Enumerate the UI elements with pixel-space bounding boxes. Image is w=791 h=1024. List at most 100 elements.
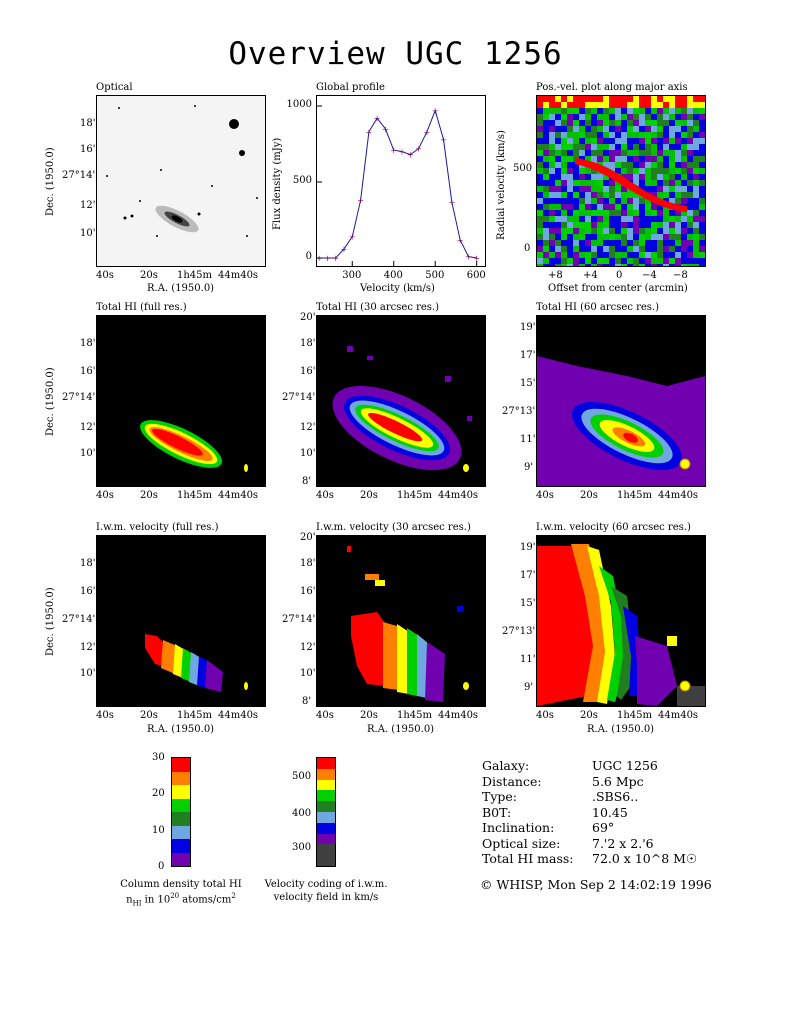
info-value: 72.0 x 10^8 M☉	[592, 851, 698, 866]
pv-x-tick: +4	[583, 270, 598, 281]
velocity-swatch	[317, 811, 335, 823]
pv-panel-title: Pos.-vel. plot along major axis	[536, 82, 688, 93]
pv-x-tick: +8	[548, 270, 563, 281]
info-label: B0T:	[482, 804, 512, 820]
vel-full-ra-tick: 40s	[96, 710, 114, 721]
pv-x-tick: −8	[673, 270, 688, 281]
hi-30-dec-tick: 8'	[302, 476, 312, 487]
profile-data-point: +	[324, 254, 331, 263]
vel-60-ra-tick: 40s	[536, 710, 554, 721]
hi-60-map-svg	[537, 316, 705, 486]
info-label: Distance:	[482, 773, 542, 789]
optical-ra-tick: 1h45m	[177, 270, 213, 281]
vel-30-ra-tick: 1h45m	[397, 710, 433, 721]
column-density-tick: 10	[152, 825, 165, 836]
pv-xlabel: Offset from center (arcmin)	[548, 283, 688, 294]
hi-60-dec-tick: 11'	[520, 434, 536, 445]
page-title: Overview UGC 1256	[228, 36, 563, 72]
hi-30-ra-tick: 40s	[316, 490, 334, 501]
vel-30-dec-tick: 10'	[300, 668, 316, 679]
hi-60-dec-tick: 9'	[524, 462, 534, 473]
pv-plot	[536, 95, 706, 267]
vel-30-map	[316, 535, 486, 707]
hi-60-ra-tick: 1h45m	[617, 490, 653, 501]
velocity-swatch	[317, 779, 335, 791]
profile-chart-svg: ++++++++++++++++++++	[317, 105, 480, 266]
column-density-swatch	[172, 825, 190, 839]
velocity-swatch	[317, 822, 335, 834]
hi-60-dec-tick: 19'	[520, 322, 536, 333]
hi-full-map	[96, 315, 266, 487]
column-density-caption-units: nHI in 1020 atoms/cm2	[126, 892, 236, 908]
vel-30-dec-tick: 12'	[300, 642, 316, 653]
pv-y-tick: 500	[513, 163, 533, 174]
vel-30-dec-tick: 16'	[300, 586, 316, 597]
hi-full-ra-tick: 1h45m	[177, 490, 213, 501]
vel-30-dec-tick: 20'	[300, 532, 316, 543]
profile-data-point: +	[374, 114, 381, 123]
vel-full-ylabel: Dec. (1950.0)	[45, 587, 56, 656]
profile-data-point: +	[440, 135, 447, 144]
hi-full-ylabel: Dec. (1950.0)	[45, 367, 56, 436]
hi-full-dec-tick: 16'	[80, 366, 96, 377]
vel-full-dec-tick: 16'	[80, 586, 96, 597]
vel-60-ra-tick: 20s	[580, 710, 598, 721]
hi-30-dec-tick: 10'	[300, 448, 316, 459]
vel-full-ra-tick: 20s	[140, 710, 158, 721]
optical-dec-tick: 18'	[80, 118, 96, 129]
info-label: Galaxy:	[482, 758, 530, 773]
hi-60-panel-title: Total HI (60 arcsec res.)	[536, 302, 660, 313]
profile-x-tick: 300	[342, 270, 362, 281]
optical-dec-tick: 10'	[80, 228, 96, 239]
profile-x-tick: 500	[425, 270, 445, 281]
hi-30-ra-tick: 44m40s	[438, 490, 479, 501]
vel-full-map	[96, 535, 266, 707]
vel-60-panel-title: I.w.m. velocity (60 arcsec res.)	[536, 522, 691, 533]
profile-x-tick: 600	[466, 270, 486, 281]
profile-xlabel: Velocity (km/s)	[360, 283, 435, 294]
velocity-tick: 300	[292, 842, 312, 853]
vel-full-map-svg	[145, 634, 248, 692]
column-density-swatch	[172, 771, 190, 785]
velocity-swatch	[317, 844, 335, 856]
pv-x-tick: −4	[642, 270, 657, 281]
vel-60-dec-tick: 27°13'	[502, 626, 536, 637]
vel-30-dec-tick: 8'	[302, 696, 312, 707]
hi-60-map	[536, 315, 706, 487]
velocity-swatch	[317, 801, 335, 812]
profile-y-tick: 0	[305, 251, 312, 262]
hi-60-ra-tick: 40s	[536, 490, 554, 501]
hi-full-dec-tick: 12'	[80, 422, 96, 433]
vel-full-dec-tick: 18'	[80, 558, 96, 569]
pv-image-svg	[537, 96, 705, 266]
vel-full-dec-tick: 27°14'	[62, 614, 96, 625]
hi-30-dec-tick: 20'	[300, 312, 316, 323]
hi-full-dec-tick: 18'	[80, 338, 96, 349]
profile-data-point: +	[399, 148, 406, 157]
hi-60-ra-tick: 44m40s	[658, 490, 699, 501]
velocity-caption-units: velocity field in km/s	[273, 892, 379, 903]
profile-data-point: +	[332, 254, 339, 263]
column-density-swatch	[172, 812, 190, 826]
optical-ra-tick: 40s	[96, 270, 114, 281]
profile-data-point: +	[390, 146, 397, 155]
hi-30-dec-tick: 12'	[300, 422, 316, 433]
column-density-tick: 0	[158, 861, 165, 872]
profile-data-point: +	[465, 252, 472, 261]
vel-30-panel-title: I.w.m. velocity (30 arcsec res.)	[316, 522, 471, 533]
vel-60-xlabel: R.A. (1950.0)	[587, 724, 655, 735]
column-density-colorbar	[171, 757, 191, 867]
footer-credit: © WHISP, Mon Sep 2 14:02:19 1996	[480, 877, 712, 892]
profile-data-point: +	[349, 233, 356, 242]
vel-60-ra-tick: 1h45m	[617, 710, 653, 721]
column-density-swatch	[172, 785, 190, 799]
optical-image-svg	[106, 105, 258, 237]
vel-30-dec-tick: 18'	[300, 558, 316, 569]
hi-30-ra-tick: 1h45m	[397, 490, 433, 501]
pv-ylabel: Radial velocity (km/s)	[496, 130, 507, 240]
vel-30-ra-tick: 20s	[360, 710, 378, 721]
velocity-tick: 500	[292, 771, 312, 782]
profile-x-tick: 400	[383, 270, 403, 281]
profile-data-point: +	[341, 245, 348, 254]
hi-full-ra-tick: 40s	[96, 490, 114, 501]
